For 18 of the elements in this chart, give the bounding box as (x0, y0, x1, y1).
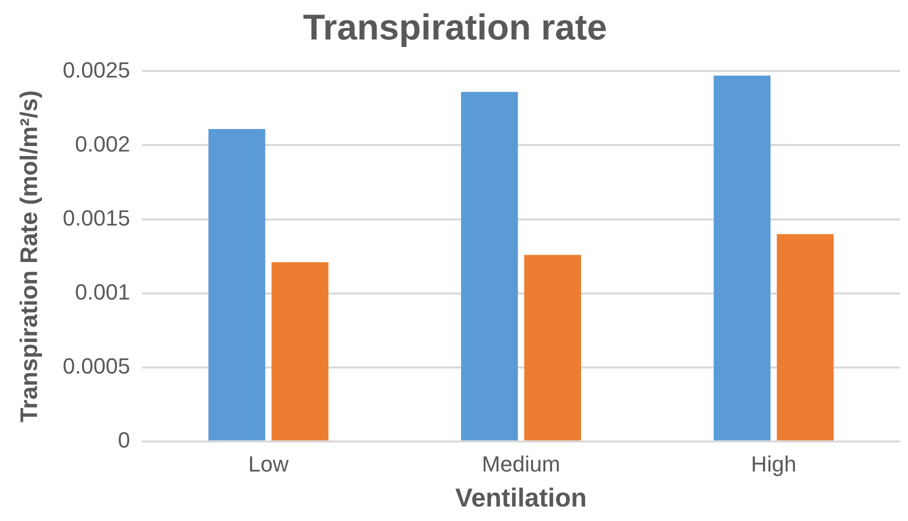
bar (272, 262, 328, 440)
bar (776, 234, 834, 440)
bar (524, 254, 582, 440)
y-tick-label: 0.001 (75, 279, 130, 304)
x-tick-label: High (751, 452, 796, 477)
x-tick-label: Medium (482, 452, 560, 477)
x-tick-label: Low (248, 452, 289, 477)
y-tick-label: 0.0025 (62, 57, 130, 82)
y-tick-label: 0.0005 (62, 353, 130, 378)
bar (714, 76, 771, 440)
bar (461, 92, 518, 440)
y-tick-label: 0.002 (75, 131, 130, 156)
x-axis-title: Ventilation (455, 482, 587, 513)
chart-title: Transpiration rate (302, 6, 608, 48)
y-tick-label: 0 (118, 427, 130, 452)
y-tick-label: 0.0015 (62, 205, 130, 230)
bar (208, 128, 266, 440)
y-axis-title: Transpiration Rate (mol/m²/s) (16, 90, 44, 422)
